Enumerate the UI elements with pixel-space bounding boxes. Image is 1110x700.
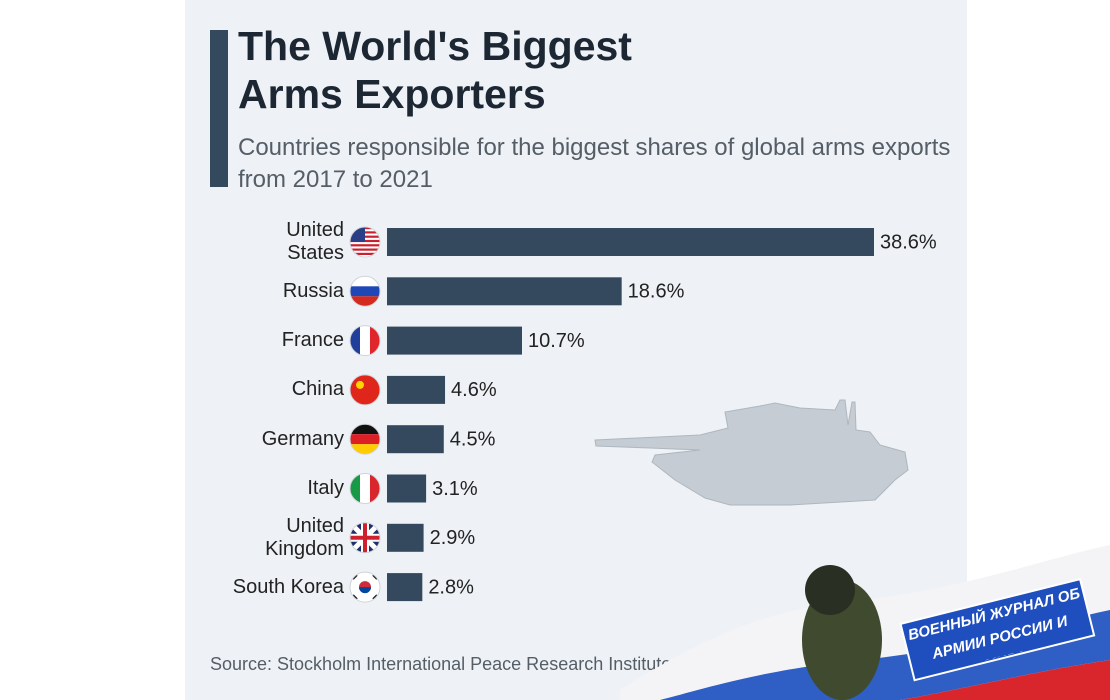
value-label: 18.6% (628, 281, 685, 303)
category-label: United States (286, 219, 344, 264)
flag (350, 572, 380, 603)
flag (350, 473, 380, 504)
flag-part (350, 473, 360, 504)
value-label: 2.8% (428, 576, 474, 598)
category-label: Germany (261, 427, 344, 450)
value-label: 10.7% (528, 330, 585, 352)
chart-title: The World's Biggest Arms Exporters (238, 23, 632, 117)
chart-subtitle: Countries responsible for the biggest sh… (238, 134, 951, 193)
flag-part (350, 374, 380, 405)
value-label: 4.6% (451, 379, 497, 401)
flag-part (350, 424, 380, 435)
flag-outline (349, 571, 381, 603)
bar (387, 277, 622, 306)
flag-part (350, 248, 380, 251)
bar (387, 523, 424, 552)
flag-outline (349, 423, 381, 455)
flag-outline (349, 522, 381, 554)
value-label: 3.1% (432, 478, 478, 500)
flag-part (350, 444, 380, 455)
flag (350, 325, 380, 356)
category-label: China (291, 378, 344, 401)
flag-part (350, 325, 360, 356)
tank-silhouette (594, 399, 909, 506)
flag-outline (349, 473, 381, 504)
category-label: United Kingdom (265, 514, 344, 560)
flag-outline (349, 325, 381, 357)
flag-part (350, 286, 380, 297)
flag-part (350, 434, 380, 445)
bar (387, 425, 444, 454)
flag-part (350, 252, 380, 255)
value-label: 2.9% (430, 527, 476, 549)
flag-blue (660, 610, 1110, 700)
category-label: Russia (282, 279, 344, 302)
value-label: 38.6% (880, 231, 937, 253)
bar (387, 474, 427, 503)
category-label: France (281, 329, 344, 352)
flag-part (359, 587, 371, 594)
category-label: Italy (307, 477, 344, 499)
value-label: 4.5% (450, 428, 496, 450)
flag-part (350, 296, 380, 307)
bar (387, 326, 522, 355)
flag-outline (349, 374, 381, 406)
flag-red (900, 660, 1110, 700)
source: Source: Stockholm International Peace Re… (210, 654, 672, 674)
watermark-banner (899, 577, 1096, 682)
flag (350, 424, 380, 455)
flag-part (356, 380, 364, 389)
helmet (805, 565, 855, 615)
bar (387, 573, 423, 602)
flag (350, 522, 380, 553)
bar (387, 375, 446, 404)
flag (350, 374, 380, 405)
title-accent (210, 30, 228, 187)
flag-part (350, 244, 380, 247)
flag-part (370, 473, 380, 504)
flag-part (352, 574, 378, 600)
bar (387, 228, 874, 256)
flag (350, 276, 380, 307)
category-label: South Korea (232, 575, 344, 598)
flag-part (370, 325, 380, 356)
flag-part (350, 276, 380, 287)
flag-outline (349, 275, 381, 307)
flag-outline (349, 226, 381, 258)
flag-part (350, 522, 380, 553)
